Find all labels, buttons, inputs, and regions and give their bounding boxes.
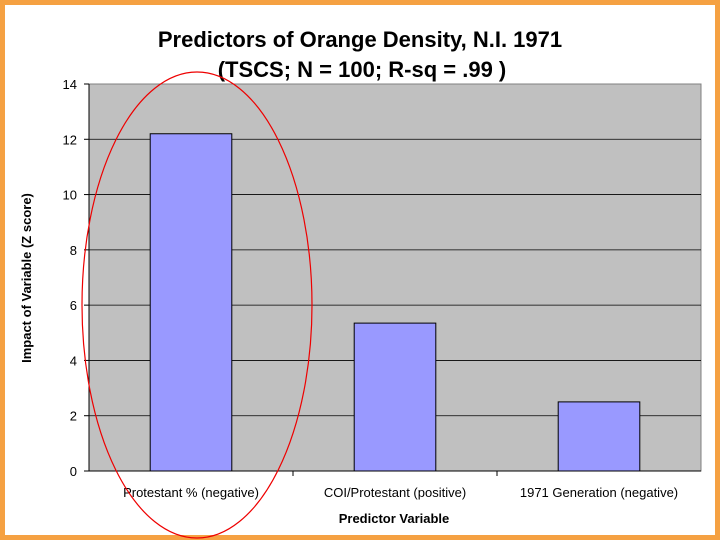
y-tick-label: 4 <box>70 353 77 368</box>
y-tick-label: 12 <box>63 132 77 147</box>
y-tick-label: 8 <box>70 243 77 258</box>
x-category-label: Protestant % (negative) <box>123 485 259 500</box>
y-tick-label: 10 <box>63 188 77 203</box>
y-tick-label: 0 <box>70 464 77 479</box>
chart-title: Predictors of Orange Density, N.I. 1971 <box>158 27 562 52</box>
chart-subtitle: (TSCS; N = 100; R-sq = .99 ) <box>218 57 507 82</box>
x-category-label: COI/Protestant (positive) <box>324 485 466 500</box>
bar <box>149 133 233 472</box>
bar <box>353 322 437 472</box>
y-axis-label: Impact of Variable (Z score) <box>19 193 34 363</box>
y-tick-label: 6 <box>70 298 77 313</box>
bar <box>557 401 641 472</box>
x-category-label: 1971 Generation (negative) <box>520 485 678 500</box>
x-axis-label: Predictor Variable <box>339 511 450 526</box>
y-tick-label: 2 <box>70 409 77 424</box>
y-tick-label: 14 <box>63 77 77 92</box>
bars <box>149 133 641 472</box>
highlight-ellipse <box>81 71 313 539</box>
x-axis-categories: Protestant % (negative) COI/Protestant (p… <box>123 471 678 500</box>
